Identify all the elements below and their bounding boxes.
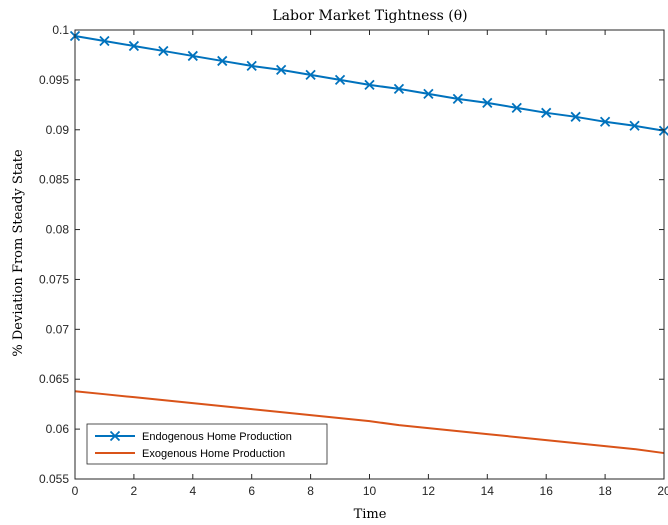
data-point-marker bbox=[305, 69, 316, 81]
data-point-marker bbox=[423, 88, 434, 99]
x-tick-label: 18 bbox=[598, 484, 612, 498]
y-tick-label: 0.085 bbox=[39, 173, 69, 187]
data-point-marker bbox=[217, 55, 228, 67]
y-tick-label: 0.07 bbox=[46, 322, 70, 336]
plot-area bbox=[75, 30, 664, 479]
x-tick-label: 2 bbox=[131, 484, 138, 498]
y-tick-label: 0.06 bbox=[46, 422, 70, 436]
y-axis-label: % Deviation From Steady State bbox=[11, 149, 26, 357]
x-axis-label: Time bbox=[354, 507, 387, 522]
data-point-marker bbox=[541, 107, 552, 118]
x-tick-label: 20 bbox=[657, 484, 668, 498]
x-tick-label: 14 bbox=[481, 484, 495, 498]
data-point-marker bbox=[99, 35, 110, 47]
data-point-marker bbox=[158, 45, 169, 57]
x-tick-label: 6 bbox=[248, 484, 255, 498]
series-line-2 bbox=[74, 390, 665, 455]
y-tick-label: 0.09 bbox=[46, 123, 70, 137]
data-point-marker bbox=[452, 93, 463, 104]
y-tick-label: 0.075 bbox=[39, 272, 69, 286]
legend-box bbox=[86, 423, 328, 465]
data-point-marker bbox=[570, 111, 581, 122]
data-point-marker bbox=[599, 116, 611, 127]
y-tick-label: 0.055 bbox=[39, 472, 69, 486]
legend-label-2: Exogenous Home Production bbox=[142, 448, 285, 460]
x-tick-label: 16 bbox=[540, 484, 554, 498]
legend-label-1: Endogenous Home Production bbox=[142, 431, 292, 443]
data-point-marker bbox=[128, 40, 140, 52]
chart-title: Labor Market Tightness (θ) bbox=[272, 8, 467, 24]
plot-background bbox=[75, 30, 664, 479]
data-point-marker bbox=[187, 50, 198, 62]
series-layer bbox=[69, 30, 668, 455]
x-tick-label: 12 bbox=[422, 484, 436, 498]
data-point-marker bbox=[276, 64, 287, 76]
y-tick-label: 0.1 bbox=[52, 23, 69, 37]
data-point-marker bbox=[393, 83, 405, 95]
legend: Endogenous Home Production Exogenous Home… bbox=[86, 423, 328, 465]
axes-layer: 0 2 4 6 8 10 12 14 16 18 20 0.055 0.06 0.065 0.07 0.075… bbox=[39, 23, 668, 498]
data-point-marker bbox=[511, 102, 522, 113]
y-tick-label: 0.065 bbox=[39, 372, 69, 386]
data-point-marker bbox=[364, 79, 375, 91]
y-tick-label: 0.095 bbox=[39, 73, 69, 87]
x-tick-label: 4 bbox=[189, 484, 196, 498]
data-point-marker bbox=[629, 120, 640, 131]
data-point-marker bbox=[334, 74, 346, 86]
legend-marker bbox=[109, 430, 121, 442]
data-point-marker bbox=[482, 97, 493, 108]
x-tick-label: 10 bbox=[363, 484, 377, 498]
x-tick-label: 0 bbox=[72, 484, 79, 498]
y-tick-label: 0.08 bbox=[46, 223, 70, 237]
data-point-marker bbox=[246, 60, 257, 72]
x-tick-label: 8 bbox=[307, 484, 314, 498]
